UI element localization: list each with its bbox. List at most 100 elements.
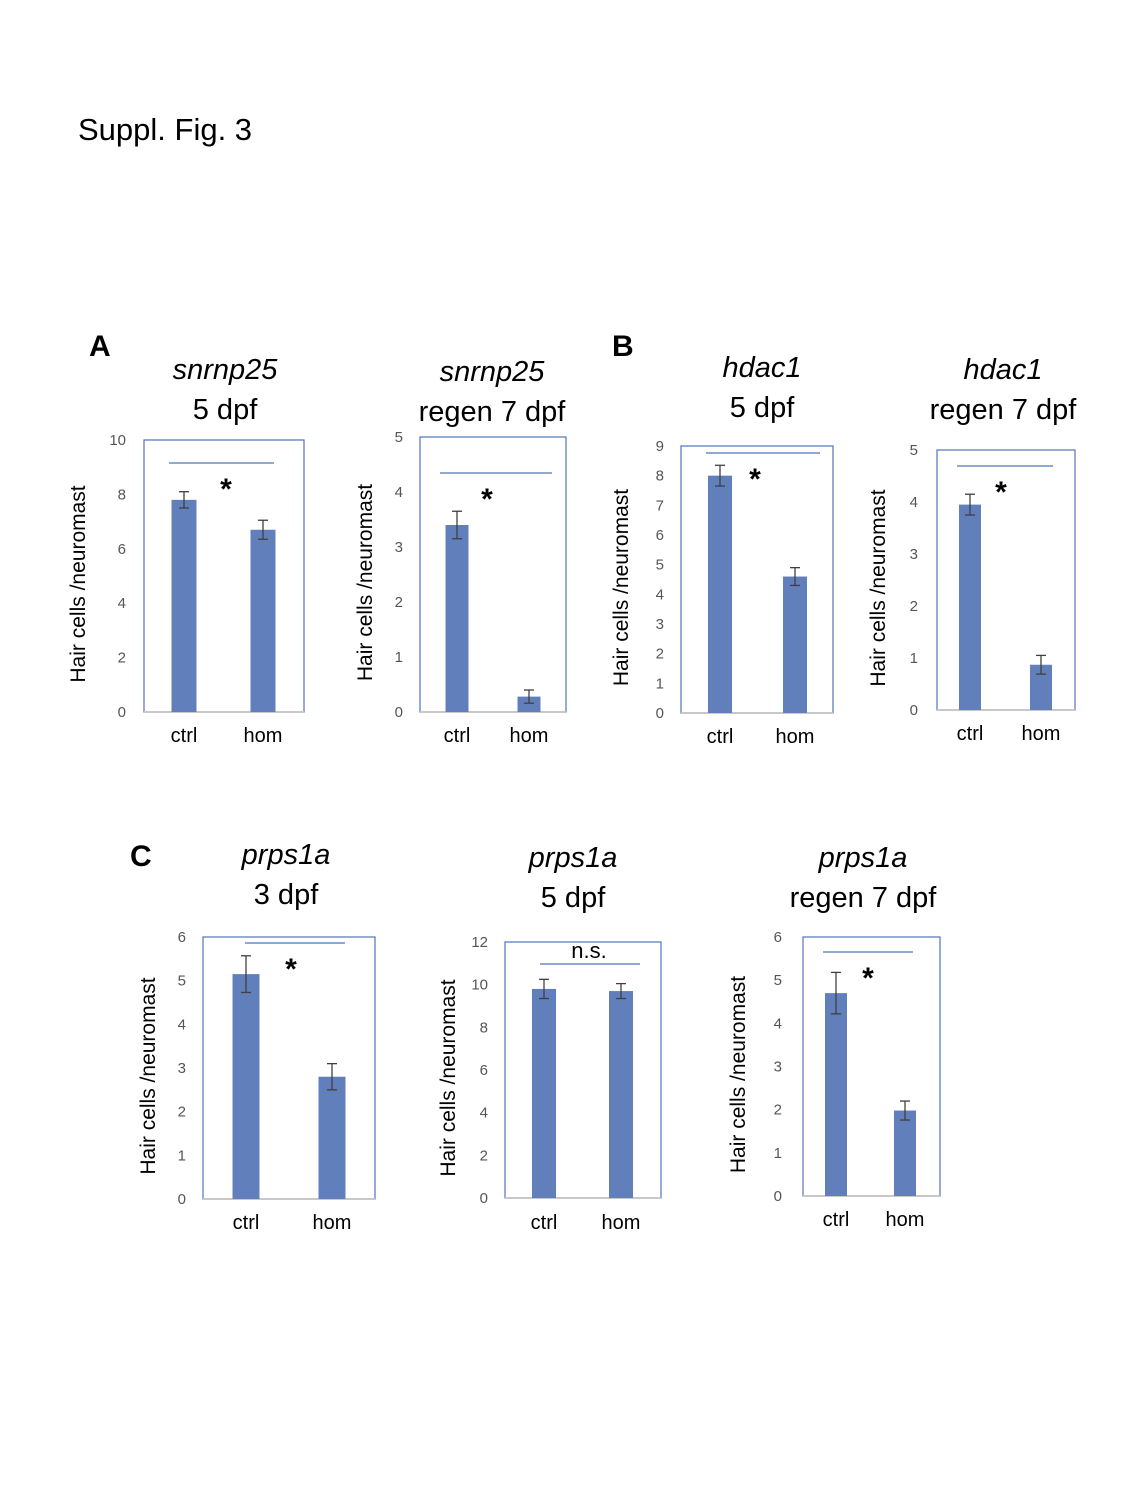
x-category-label: ctrl [233,1212,260,1234]
y-tick-label: 5 [395,429,403,446]
y-tick-label: 4 [656,586,664,603]
x-category-label: ctrl [531,1212,558,1234]
y-tick-label: 3 [774,1059,782,1076]
y-tick-label: 5 [910,442,918,459]
chart-title-2: snrnp25 regen 7 dpf [392,352,592,432]
y-tick-label: 12 [471,934,488,951]
panel-label-c: C [130,840,152,873]
y-tick-label: 7 [656,497,664,514]
y-tick-label: 10 [471,977,488,994]
bar-chart-6: 0 2 4 6 8 10 12 Hair cells /neuromast ctrl hom n.s… [437,934,662,1234]
y-tick-label: 6 [178,929,186,946]
chart-title-6: prps1a 5 dpf [493,838,653,918]
chart-title-5: prps1a 3 dpf [206,835,366,915]
y-axis-label: Hair cells /neuromast [67,485,90,682]
bar-chart-1: 0 2 4 6 8 10 Hair cells /neuromast ctrl hom * [67,432,305,747]
y-tick-label: 2 [910,598,918,615]
y-tick-label: 4 [395,484,403,501]
bar-chart-4: 0 1 2 3 4 5 Hair cells /neuromast ctrl hom * [867,442,1076,745]
significance-marker: * [481,483,493,516]
y-tick-label: 4 [774,1015,782,1032]
bar-ctrl [232,974,260,1199]
x-category-label: hom [602,1212,641,1234]
y-axis-label: Hair cells /neuromast [437,979,460,1176]
y-axis-label: Hair cells /neuromast [610,489,633,686]
chart-title-7: prps1a regen 7 dpf [763,838,963,918]
y-tick-label: 5 [656,557,664,574]
y-tick-label: 1 [910,650,918,667]
significance-marker: * [862,962,874,995]
significance-marker: n.s. [571,938,606,963]
bar-ctrl [532,988,556,1198]
y-tick-label: 0 [118,704,126,721]
bar-ctrl [445,525,469,712]
x-category-label: hom [244,725,283,747]
significance-marker: * [749,463,761,496]
y-tick-label: 5 [774,972,782,989]
y-tick-label: 6 [118,541,126,558]
chart-title-gene: prps1a [528,842,618,874]
bar-chart-5: 0 1 2 3 4 5 6 Hair cells /neuromast ctrl hom * [137,929,376,1234]
panel-label-b: B [612,330,634,363]
chart-title-gene: hdac1 [722,352,802,384]
chart-title-4: hdac1 regen 7 dpf [903,350,1103,430]
bar-hom [894,1110,916,1196]
y-tick-label: 0 [910,702,918,719]
y-tick-label: 3 [395,539,403,556]
bar-ctrl [959,504,981,710]
y-tick-label: 0 [480,1190,488,1207]
y-tick-label: 8 [480,1019,488,1036]
x-category-label: hom [1022,723,1061,745]
y-tick-label: 2 [480,1147,488,1164]
chart-title-1: snrnp25 5 dpf [145,350,305,430]
chart-title-3: hdac1 5 dpf [682,348,842,428]
y-tick-label: 0 [395,704,403,721]
y-tick-label: 2 [656,646,664,663]
x-category-label: hom [886,1209,925,1231]
y-tick-label: 10 [109,432,126,449]
y-tick-label: 1 [178,1147,186,1164]
x-category-label: hom [776,726,815,748]
chart-title-age: 5 dpf [729,392,795,424]
chart-title-age: 3 dpf [253,879,319,911]
plot-frame [504,941,662,1199]
y-tick-label: 3 [178,1060,186,1077]
y-tick-label: 0 [656,705,664,722]
chart-title-gene: prps1a [818,842,908,874]
x-category-label: ctrl [823,1209,850,1231]
y-tick-label: 3 [656,616,664,633]
y-tick-label: 4 [480,1105,488,1122]
y-tick-label: 8 [656,468,664,485]
chart-title-age: regen 7 dpf [929,394,1077,426]
chart-title-gene: snrnp25 [172,354,278,386]
y-tick-label: 4 [118,595,126,612]
bar-chart-7: 0 1 2 3 4 5 6 Hair cells /neuromast ctrl hom * [727,929,941,1231]
panel-label-a: A [89,330,111,363]
y-axis-label: Hair cells /neuromast [867,489,890,686]
y-tick-label: 2 [774,1102,782,1119]
chart-title-age: regen 7 dpf [789,882,937,914]
y-tick-label: 1 [656,675,664,692]
bar-hom [609,991,633,1198]
x-category-label: hom [313,1212,352,1234]
significance-marker: * [995,476,1007,509]
y-tick-label: 0 [774,1188,782,1205]
bar-ctrl [708,475,732,713]
chart-title-age: 5 dpf [540,882,606,914]
y-tick-label: 2 [118,650,126,667]
chart-title-gene: hdac1 [963,354,1043,386]
y-tick-label: 4 [178,1016,186,1033]
bar-hom [517,696,541,712]
bar-hom [250,529,276,712]
chart-title-age: 5 dpf [192,394,258,426]
bar-hom [1030,664,1052,710]
y-tick-label: 9 [656,438,664,455]
y-tick-label: 0 [178,1191,186,1208]
y-tick-label: 1 [774,1145,782,1162]
y-tick-label: 6 [774,929,782,946]
y-tick-label: 5 [178,973,186,990]
y-tick-label: 2 [395,594,403,611]
plot-frame [419,436,567,713]
bar-chart-3: 0 1 2 3 4 5 6 7 8 9 Hair cells /neuromast ctrl hom * [610,438,834,748]
significance-marker: * [285,953,297,986]
